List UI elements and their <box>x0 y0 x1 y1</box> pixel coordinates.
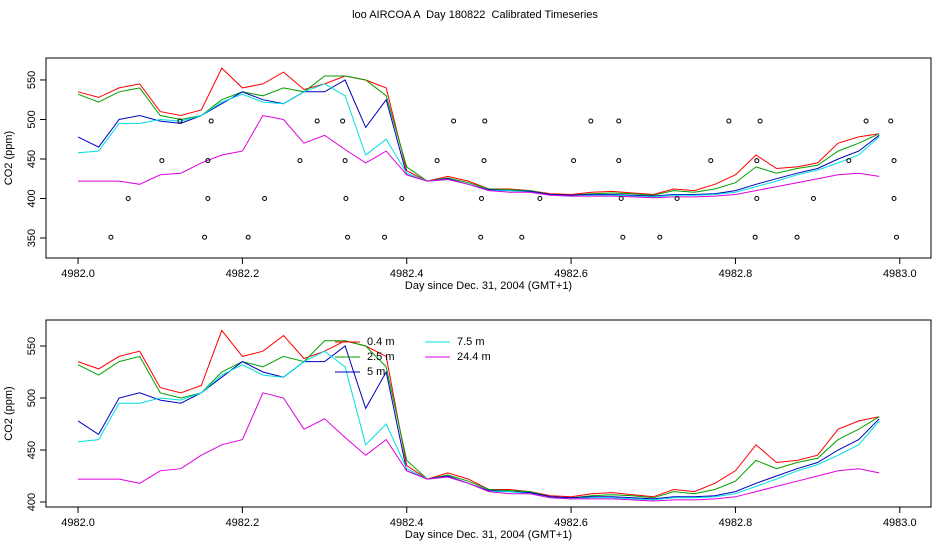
point <box>618 195 624 201</box>
legend-label: 2.5 m <box>367 351 395 363</box>
point <box>479 195 485 201</box>
point <box>125 195 131 201</box>
x-axis-label: Day since Dec. 31, 2004 (GMT+1) <box>405 529 572 541</box>
point <box>752 234 758 240</box>
x-tick-label: 4982.4 <box>390 268 424 280</box>
point <box>616 118 622 124</box>
chart-title: loo AIRCOA A Day 180822 Calibrated Times… <box>352 9 598 21</box>
legend-label: 0.4 m <box>367 336 395 348</box>
point <box>205 158 211 164</box>
x-tick-label: 4982.0 <box>61 517 95 529</box>
y-tick-label: 400 <box>26 189 38 207</box>
x-tick-label: 4982.4 <box>390 517 424 529</box>
x-axis-label: Day since Dec. 31, 2004 (GMT+1) <box>405 280 572 292</box>
point <box>297 158 303 164</box>
point <box>314 118 320 124</box>
y-tick-label: 400 <box>26 493 38 511</box>
x-tick-label: 4982.6 <box>554 517 588 529</box>
plot-frame <box>45 57 932 259</box>
point <box>757 118 763 124</box>
x-tick-label: 4982.6 <box>554 268 588 280</box>
point <box>863 118 869 124</box>
point <box>891 158 897 164</box>
x-tick-label: 4982.2 <box>226 268 260 280</box>
series-line <box>78 392 880 502</box>
point <box>159 158 165 164</box>
y-tick-label: 450 <box>26 441 38 459</box>
point <box>891 195 897 201</box>
point <box>342 158 348 164</box>
point <box>177 118 183 124</box>
series-line <box>77 79 880 197</box>
x-tick-label: 4983.0 <box>883 517 917 529</box>
point <box>345 234 351 240</box>
point <box>519 234 525 240</box>
point <box>657 234 663 240</box>
point <box>382 234 388 240</box>
y-tick-label: 550 <box>26 337 38 355</box>
point <box>434 158 440 164</box>
y-axis-label: CO2 (ppm) <box>3 386 15 440</box>
point <box>482 118 488 124</box>
point <box>399 195 405 201</box>
x-tick-label: 4983.0 <box>883 268 917 280</box>
point <box>340 118 346 124</box>
y-tick-label: 500 <box>26 389 38 407</box>
point <box>537 195 543 201</box>
point <box>571 158 577 164</box>
series-line <box>77 75 880 196</box>
series-line <box>77 329 880 498</box>
x-tick-label: 4982.8 <box>719 268 753 280</box>
point <box>343 195 349 201</box>
series-line <box>77 67 880 196</box>
point <box>262 195 268 201</box>
series-line <box>77 345 880 500</box>
series-line <box>78 114 880 199</box>
point <box>478 234 484 240</box>
x-tick-label: 4982.2 <box>226 517 260 529</box>
point <box>208 118 214 124</box>
x-tick-label: 4982.0 <box>61 268 95 280</box>
point <box>245 234 251 240</box>
point <box>205 195 211 201</box>
point <box>202 234 208 240</box>
series-line <box>77 350 880 501</box>
point <box>674 195 680 201</box>
x-tick-label: 4982.8 <box>719 517 753 529</box>
point <box>726 118 732 124</box>
point <box>810 195 816 201</box>
point <box>754 195 760 201</box>
plot-frame <box>45 319 932 508</box>
point <box>620 234 626 240</box>
y-tick-label: 350 <box>26 229 38 247</box>
point <box>451 118 457 124</box>
legend-label: 24.4 m <box>457 351 491 363</box>
series-line <box>77 83 880 198</box>
point <box>846 158 852 164</box>
y-axis-label: CO2 (ppm) <box>3 131 15 185</box>
series-line <box>77 340 880 499</box>
point <box>108 234 114 240</box>
legend-label: 5 m <box>367 366 385 378</box>
point <box>588 118 594 124</box>
point <box>888 118 894 124</box>
y-tick-label: 450 <box>26 150 38 168</box>
y-tick-label: 500 <box>26 110 38 128</box>
y-tick-label: 550 <box>26 71 38 89</box>
point <box>616 158 622 164</box>
point <box>754 158 760 164</box>
point <box>708 158 714 164</box>
legend-label: 7.5 m <box>457 336 485 348</box>
point <box>893 234 899 240</box>
point <box>481 158 487 164</box>
point <box>794 234 800 240</box>
